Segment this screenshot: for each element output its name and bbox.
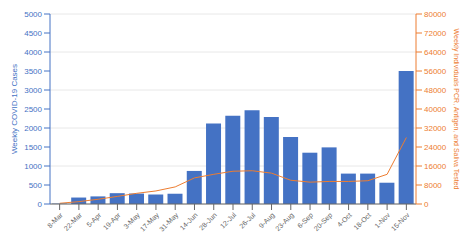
svg-text:31-May: 31-May: [158, 211, 181, 234]
svg-text:4000: 4000: [24, 48, 42, 57]
svg-text:80000: 80000: [424, 10, 447, 19]
svg-text:14-Jun: 14-Jun: [179, 211, 199, 231]
svg-text:1500: 1500: [24, 143, 42, 152]
svg-text:17-May: 17-May: [139, 211, 162, 234]
svg-text:0: 0: [38, 200, 43, 209]
svg-text:2500: 2500: [24, 105, 42, 114]
svg-text:500: 500: [29, 181, 43, 190]
svg-text:20-Sep: 20-Sep: [313, 211, 335, 233]
svg-text:1-Nov: 1-Nov: [373, 211, 392, 230]
svg-text:Weekly Individuals PCR, Antige: Weekly Individuals PCR, Antigen, and Sal…: [452, 29, 460, 190]
svg-text:72000: 72000: [424, 29, 447, 38]
svg-text:9-Aug: 9-Aug: [257, 211, 276, 230]
svg-text:23-Aug: 23-Aug: [274, 211, 296, 233]
svg-text:64000: 64000: [424, 48, 447, 57]
svg-text:5-Apr: 5-Apr: [85, 211, 103, 229]
svg-text:26-Jul: 26-Jul: [238, 211, 257, 230]
svg-text:19-Apr: 19-Apr: [102, 211, 123, 232]
svg-text:12-Jul: 12-Jul: [219, 211, 238, 230]
svg-text:56000: 56000: [424, 67, 447, 76]
svg-text:8000: 8000: [424, 181, 442, 190]
svg-text:28-Jun: 28-Jun: [198, 211, 218, 231]
svg-text:48000: 48000: [424, 86, 447, 95]
svg-text:3000: 3000: [24, 86, 42, 95]
svg-text:18-Oct: 18-Oct: [352, 211, 372, 231]
svg-text:3-May: 3-May: [122, 211, 141, 230]
svg-text:22-Mar: 22-Mar: [62, 211, 83, 232]
svg-text:24000: 24000: [424, 143, 447, 152]
svg-text:4-Oct: 4-Oct: [336, 211, 353, 228]
svg-text:0: 0: [424, 200, 429, 209]
svg-text:1000: 1000: [24, 162, 42, 171]
svg-text:40000: 40000: [424, 105, 447, 114]
svg-text:6-Sep: 6-Sep: [296, 211, 315, 230]
svg-text:3500: 3500: [24, 67, 42, 76]
svg-text:32000: 32000: [424, 124, 447, 133]
svg-text:2000: 2000: [24, 124, 42, 133]
svg-text:5000: 5000: [24, 10, 42, 19]
svg-text:8-Mar: 8-Mar: [46, 211, 64, 229]
svg-text:4500: 4500: [24, 29, 42, 38]
svg-text:Weekly COVID-19 Cases: Weekly COVID-19 Cases: [10, 64, 19, 154]
svg-text:16000: 16000: [424, 162, 447, 171]
svg-text:15-Nov: 15-Nov: [390, 211, 411, 232]
